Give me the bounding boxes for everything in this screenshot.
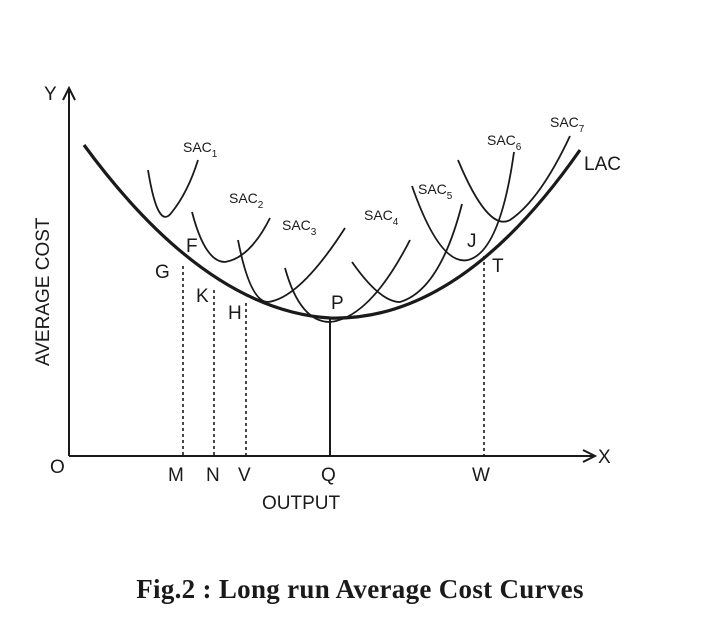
drop-lines: [182, 256, 485, 456]
axes: [62, 85, 598, 463]
point-label-g: G: [155, 262, 170, 283]
origin-label: O: [50, 457, 65, 478]
point-label-t: T: [492, 256, 504, 277]
sac-3-curve: [237, 227, 346, 303]
sac-6-label: SAC6: [487, 132, 522, 153]
sac-5-label: SAC5: [418, 181, 453, 202]
sac-2-label: SAC2: [229, 190, 264, 211]
tick-label-w: W: [472, 465, 490, 486]
tick-label-n: N: [206, 465, 220, 486]
point-label-k: K: [196, 286, 209, 307]
x-axis-title: OUTPUT: [262, 493, 341, 514]
x-axis-label: X: [598, 447, 611, 468]
sac-7-label: SAC7: [550, 114, 585, 135]
sac-curves: [147, 135, 571, 323]
y-axis-label: Y: [44, 84, 57, 105]
tick-label-v: V: [238, 465, 251, 486]
tick-label-m: M: [168, 465, 184, 486]
y-axis-title: AVERAGE COST: [33, 217, 54, 366]
sac-6-curve: [411, 151, 515, 262]
sac-2-curve: [191, 211, 271, 263]
sac-5-curve: [351, 203, 463, 303]
point-label-j: J: [467, 231, 477, 252]
sac-1-curve: [147, 159, 199, 218]
y-axis-arrow-icon: [62, 85, 76, 101]
sac-4-label: SAC4: [364, 207, 399, 228]
sac-1-label: SAC1: [183, 139, 218, 160]
point-label-h: H: [228, 303, 242, 324]
sac-7-curve: [457, 135, 571, 223]
point-label-f: F: [186, 236, 198, 257]
x-axis-arrow-icon: [582, 449, 598, 463]
sac-3-label: SAC3: [282, 217, 317, 238]
point-label-p: P: [331, 293, 344, 314]
lac-label: LAC: [584, 154, 621, 175]
sac-4-curve: [284, 239, 411, 323]
figure-caption: Fig.2 : Long run Average Cost Curves: [136, 574, 584, 604]
tick-label-q: Q: [321, 465, 336, 486]
